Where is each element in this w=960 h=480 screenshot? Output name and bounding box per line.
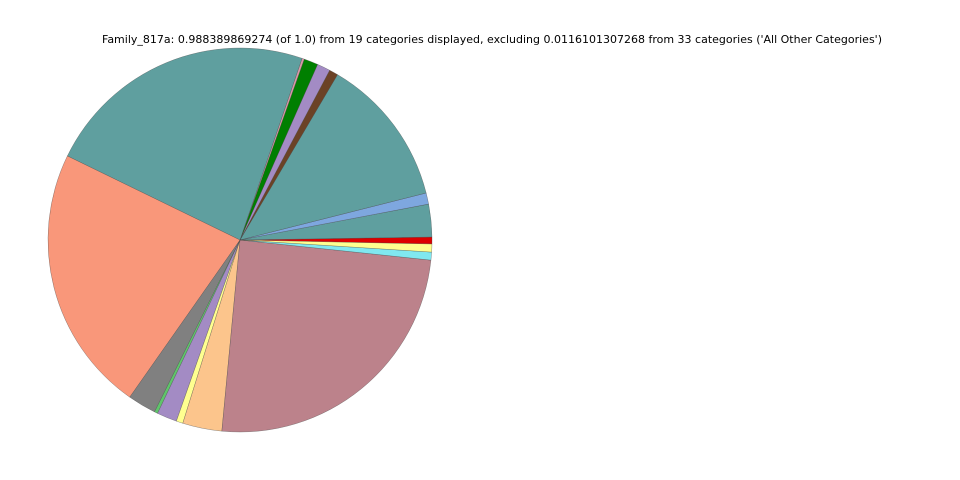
pie-slice [239,74,427,241]
pie-slice [67,47,303,241]
pie-slice [239,239,433,253]
pie-slice [221,239,432,433]
pie-slice [47,155,241,398]
chart-title: Family_817a: 0.988389869274 (of 1.0) fro… [102,33,882,46]
